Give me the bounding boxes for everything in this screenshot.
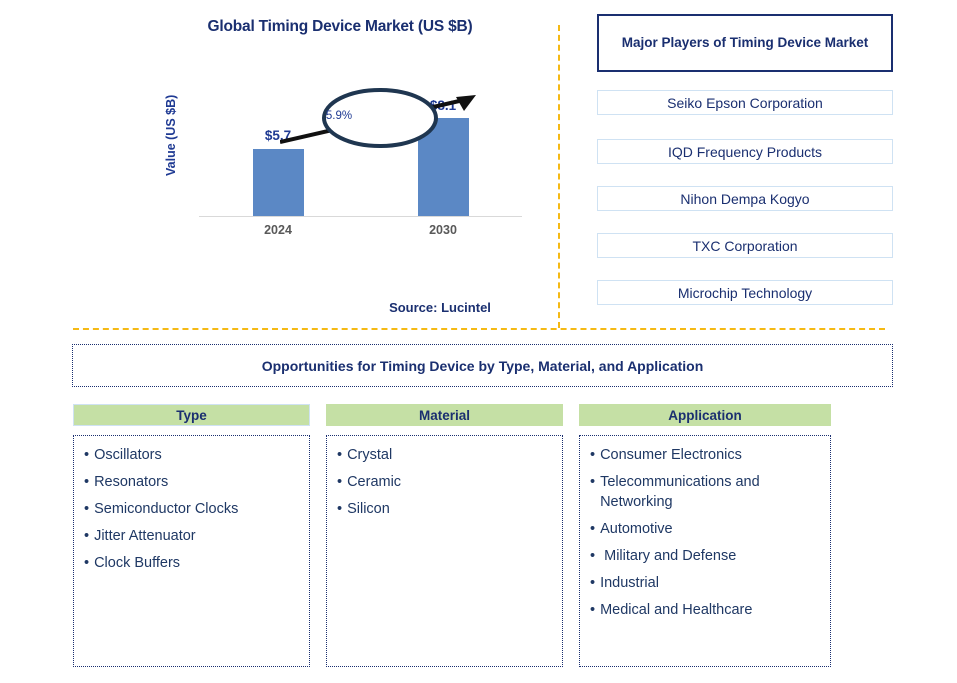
column-header-application: Application <box>579 404 831 426</box>
list-item-label: Telecommunications and Networking <box>600 474 764 510</box>
y-axis-label: Value (US $B) <box>164 94 178 176</box>
list-item: • Crystal <box>337 445 552 465</box>
bullet-icon: • <box>590 447 596 463</box>
column-material: Material • Crystal • Ceramic • Silicon <box>326 404 563 667</box>
list-item-label: Resonators <box>94 474 169 490</box>
horizontal-divider <box>73 328 885 330</box>
vertical-divider <box>558 25 560 328</box>
player-box-4[interactable]: TXC Corporation <box>597 233 893 258</box>
x-tick-2030: 2030 <box>429 223 457 237</box>
column-body-application: • Consumer Electronics • Telecommunication… <box>579 435 831 667</box>
list-item: • Industrial <box>590 573 820 593</box>
cagr-label: 5.9% <box>325 110 353 122</box>
list-item-label: Medical and Healthcare <box>600 602 753 618</box>
x-tick-2024: 2024 <box>264 223 292 237</box>
list-item: • Jitter Attenuator <box>84 526 299 546</box>
players-panel-header: Major Players of Timing Device Market <box>597 14 893 72</box>
bullet-icon: • <box>590 602 596 618</box>
bullet-icon: • <box>590 521 596 537</box>
column-header-material: Material <box>326 404 563 426</box>
list-item: • Telecommunications and Networking <box>590 472 820 512</box>
chart-title: Global Timing Device Market (US $B) <box>207 18 473 35</box>
bullet-icon: • <box>84 555 90 571</box>
column-header-type: Type <box>73 404 310 426</box>
bullet-icon: • <box>590 474 596 490</box>
bullet-icon: • <box>590 575 596 591</box>
list-item-label: Jitter Attenuator <box>94 528 196 544</box>
list-item-label: Military and Defense <box>600 548 737 564</box>
list-item: • Ceramic <box>337 472 552 492</box>
bullet-icon: • <box>84 501 90 517</box>
bullet-icon: • <box>590 548 596 564</box>
column-body-type: • Oscillators • Resonators • Semiconductor … <box>73 435 310 667</box>
bullet-icon: • <box>84 474 90 490</box>
bar-2024 <box>253 149 304 216</box>
column-application: Application • Consumer Electronics • Telec… <box>579 404 831 667</box>
bullet-icon: • <box>337 501 343 517</box>
list-item-label: Semiconductor Clocks <box>94 501 239 517</box>
list-item-label: Oscillators <box>94 447 162 463</box>
list-item-label: Crystal <box>347 447 393 463</box>
list-item: • Medical and Healthcare <box>590 600 820 620</box>
x-axis-line <box>199 216 522 217</box>
list-item: • Consumer Electronics <box>590 445 820 465</box>
list-item-label: Clock Buffers <box>94 555 181 571</box>
bullet-icon: • <box>337 474 343 490</box>
bullet-icon: • <box>84 528 90 544</box>
column-type: Type • Oscillators • Resonators • Semicondu… <box>73 404 310 667</box>
bullet-icon: • <box>84 447 90 463</box>
opportunities-banner: Opportunities for Timing Device by Type,… <box>72 344 893 387</box>
bar-chart: Value (US $B) $5.7 $8.1 2024 2030 5.9% <box>164 80 540 240</box>
list-item: • Semiconductor Clocks <box>84 499 299 519</box>
player-box-3[interactable]: Nihon Dempa Kogyo <box>597 186 893 211</box>
list-item: • Silicon <box>337 499 552 519</box>
list-item: • Resonators <box>84 472 299 492</box>
source-label: Source: Lucintel <box>389 300 491 315</box>
list-item: • Automotive <box>590 519 820 539</box>
list-item-label: Industrial <box>600 575 659 591</box>
player-box-5[interactable]: Microchip Technology <box>597 280 893 305</box>
list-item-label: Automotive <box>600 521 673 537</box>
player-box-2[interactable]: IQD Frequency Products <box>597 139 893 164</box>
list-item: • Military and Defense <box>590 546 820 566</box>
player-box-1[interactable]: Seiko Epson Corporation <box>597 90 893 115</box>
bullet-icon: • <box>337 447 343 463</box>
list-item-label: Ceramic <box>347 474 402 490</box>
list-item-label: Consumer Electronics <box>600 447 742 463</box>
list-item-label: Silicon <box>347 501 390 517</box>
cagr-annotation-graphic <box>280 88 476 148</box>
column-body-material: • Crystal • Ceramic • Silicon <box>326 435 563 667</box>
list-item: • Clock Buffers <box>84 553 299 573</box>
list-item: • Oscillators <box>84 445 299 465</box>
